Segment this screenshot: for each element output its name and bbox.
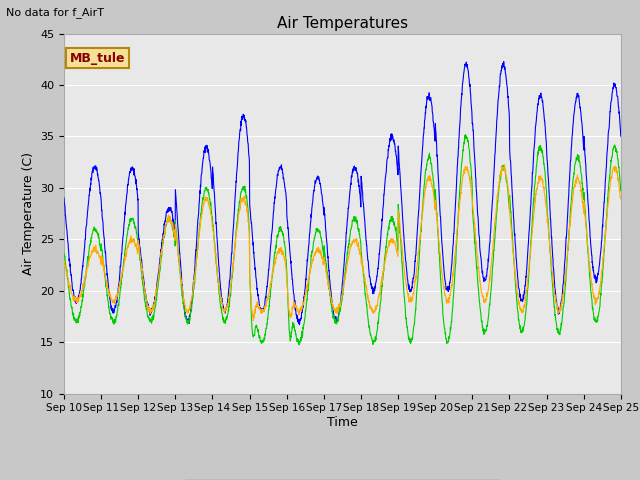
Text: No data for f_AirT: No data for f_AirT — [6, 7, 104, 18]
Y-axis label: Air Temperature (C): Air Temperature (C) — [22, 152, 35, 275]
Title: Air Temperatures: Air Temperatures — [277, 16, 408, 31]
X-axis label: Time: Time — [327, 416, 358, 429]
Text: MB_tule: MB_tule — [70, 51, 125, 65]
